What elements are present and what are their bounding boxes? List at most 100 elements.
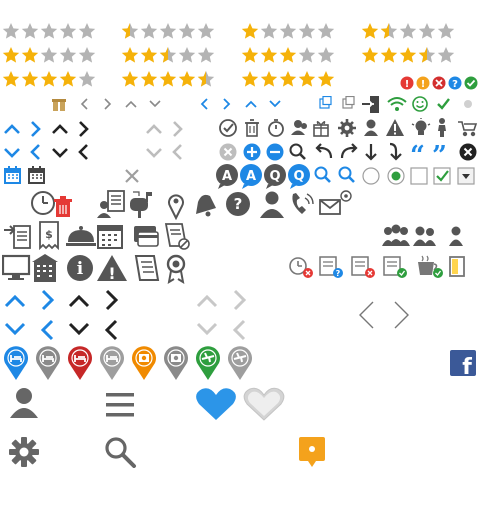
star-half-icon <box>197 71 215 87</box>
star-half-icon <box>380 23 398 39</box>
svg-text:Q: Q <box>269 169 280 184</box>
chevron-left-icon <box>104 319 118 341</box>
quote-close-icon: ” <box>432 142 447 164</box>
alert-orange-icon: ! <box>416 76 430 90</box>
star-rating-5 <box>241 71 335 87</box>
star-empty-icon <box>197 47 215 63</box>
facebook-icon[interactable]: f <box>450 350 478 378</box>
chat-bubble-q-dark-icon: Q <box>264 164 286 189</box>
trash-icon <box>245 119 259 137</box>
chevron-right-icon <box>79 121 89 137</box>
map-markers <box>4 346 253 380</box>
star-full-icon <box>260 47 278 63</box>
heart-blue-icon[interactable] <box>194 386 238 424</box>
star-empty-icon <box>21 23 39 39</box>
chevron-down-icon <box>52 148 68 158</box>
document-icons-row: $ <box>4 221 190 251</box>
chevron-right-icon <box>223 98 231 110</box>
chevron-left-icon <box>172 144 182 160</box>
chevron-right-icon <box>173 121 183 137</box>
clock-error-icon <box>289 257 313 278</box>
large-arrows <box>4 289 119 341</box>
star-full-icon <box>121 71 139 87</box>
checkbox-empty-icon <box>410 167 428 185</box>
group-icon <box>382 224 410 246</box>
doc-help-icon: ? <box>319 256 343 278</box>
plus-circle-icon <box>243 143 261 161</box>
warning-icon <box>386 119 404 136</box>
room-service-icon <box>66 226 96 246</box>
star-full-icon <box>361 23 379 39</box>
mailbox-icon <box>130 191 152 218</box>
people-icons <box>382 224 463 246</box>
star-empty-icon <box>178 47 196 63</box>
star-full-icon <box>140 71 158 87</box>
checkbox-checked-icon <box>433 167 451 185</box>
map-marker-airport-icon <box>196 346 220 380</box>
settings-gear-icon[interactable] <box>8 436 40 468</box>
single-person-icon <box>449 226 463 246</box>
star-full-icon <box>279 71 297 87</box>
search-blue-icon <box>314 166 331 183</box>
star-empty-icon <box>178 23 196 39</box>
star-empty-icon <box>418 23 436 39</box>
tool-icons-row <box>219 118 478 137</box>
users-icon <box>291 120 307 135</box>
map-marker-hotel-icon <box>68 346 92 380</box>
star-full-icon <box>380 47 398 63</box>
arrows-block-1 <box>4 121 89 160</box>
user-profile-icon[interactable] <box>8 386 42 420</box>
svg-text:i: i <box>77 259 84 279</box>
svg-text:A: A <box>246 169 256 184</box>
svg-text:?: ? <box>452 79 458 90</box>
star-half-icon <box>121 23 139 39</box>
close-circle-icon <box>459 143 477 161</box>
star-full-icon <box>140 47 158 63</box>
svg-text:?: ? <box>234 195 243 213</box>
star-full-icon <box>361 47 379 63</box>
svg-text:!: ! <box>405 79 410 90</box>
clock-icon <box>31 191 55 215</box>
stroller-icon <box>458 121 478 137</box>
close-icon[interactable] <box>124 168 140 184</box>
star-rating-1 <box>241 23 335 39</box>
star-full-icon <box>2 47 20 63</box>
chevron-right-icon <box>41 289 55 311</box>
map-marker-hotel-icon <box>4 346 29 380</box>
phone-icon <box>292 193 314 214</box>
clear-circle-icon <box>219 143 237 161</box>
radio-selected-icon <box>387 167 405 185</box>
star-rating-4 <box>2 71 96 87</box>
star-full-icon <box>279 47 297 63</box>
menu-icon[interactable] <box>104 390 136 420</box>
chevron-up-icon <box>4 124 20 134</box>
star-full-icon <box>2 71 20 87</box>
svg-text:?: ? <box>336 269 341 278</box>
map-marker-hotel-icon <box>100 346 124 380</box>
star-empty-icon <box>298 23 316 39</box>
calendar-dark-icon <box>28 166 45 184</box>
chevron-down-icon <box>196 322 218 336</box>
warning-triangle-icon: ! <box>97 255 127 283</box>
search-large-icon[interactable] <box>104 436 138 468</box>
user-icon <box>364 119 378 136</box>
building-icon <box>32 254 58 282</box>
heart-outline-icon[interactable] <box>242 386 286 424</box>
window-restore-gray-icon <box>342 96 355 109</box>
map-marker-airport-icon <box>228 346 253 380</box>
arrow-down-right-icon <box>389 142 402 161</box>
chevron-left-icon <box>80 98 88 110</box>
chevron-right-icon <box>105 289 119 311</box>
stopwatch-icon <box>268 119 284 137</box>
map-marker-hotel-icon <box>36 346 60 380</box>
person-icon <box>260 191 284 218</box>
door-exit-icon <box>449 256 465 277</box>
chevron-right-icon <box>104 98 112 110</box>
gear-icon <box>338 119 356 137</box>
star-full-icon <box>241 47 259 63</box>
calendar-icons <box>4 166 45 184</box>
search-blue-2-icon <box>338 166 355 183</box>
arrows-block-gray <box>146 121 183 160</box>
location-marker-orange-icon[interactable] <box>298 436 326 468</box>
help-blue-icon: ? <box>448 76 462 90</box>
